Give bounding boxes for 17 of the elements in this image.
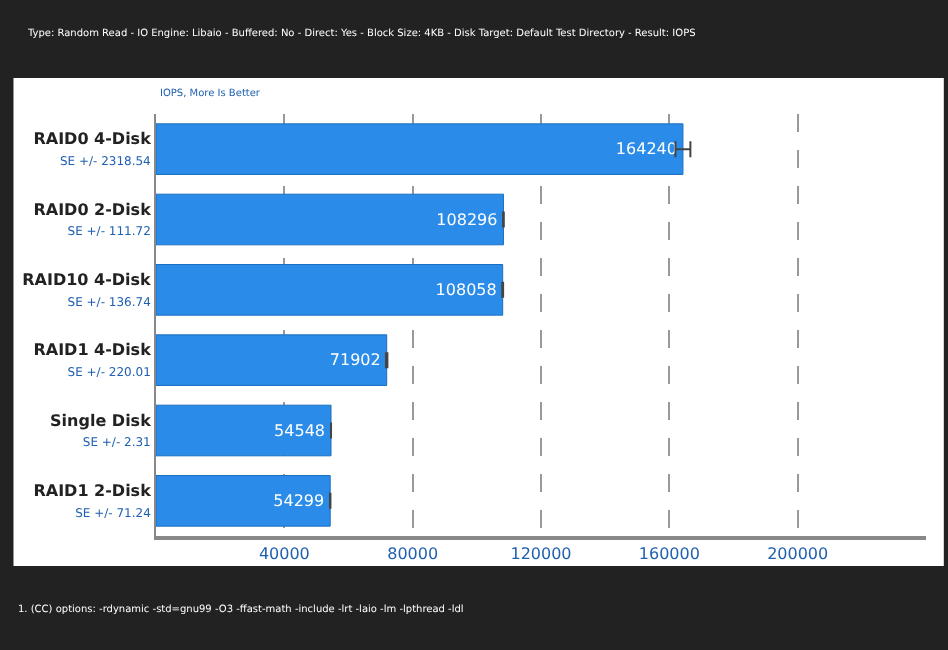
data-label: 164240	[615, 140, 677, 159]
bar	[156, 475, 331, 527]
bar	[156, 404, 332, 457]
data-label: 108296	[436, 210, 498, 229]
x-tick-label: 40000	[258, 545, 310, 564]
x-tick-label: 80000	[387, 545, 439, 564]
bar	[156, 123, 684, 175]
data-label: 71902	[329, 351, 381, 370]
data-label: 54548	[274, 421, 325, 440]
x-tick-label: 200000	[767, 545, 829, 564]
bar	[156, 193, 504, 246]
bar	[156, 264, 504, 316]
bar	[156, 334, 388, 386]
x-tick-label: 160000	[638, 545, 700, 564]
data-label: 54299	[273, 491, 325, 510]
data-label: 108058	[435, 280, 497, 299]
x-tick-label: 120000	[510, 545, 572, 564]
